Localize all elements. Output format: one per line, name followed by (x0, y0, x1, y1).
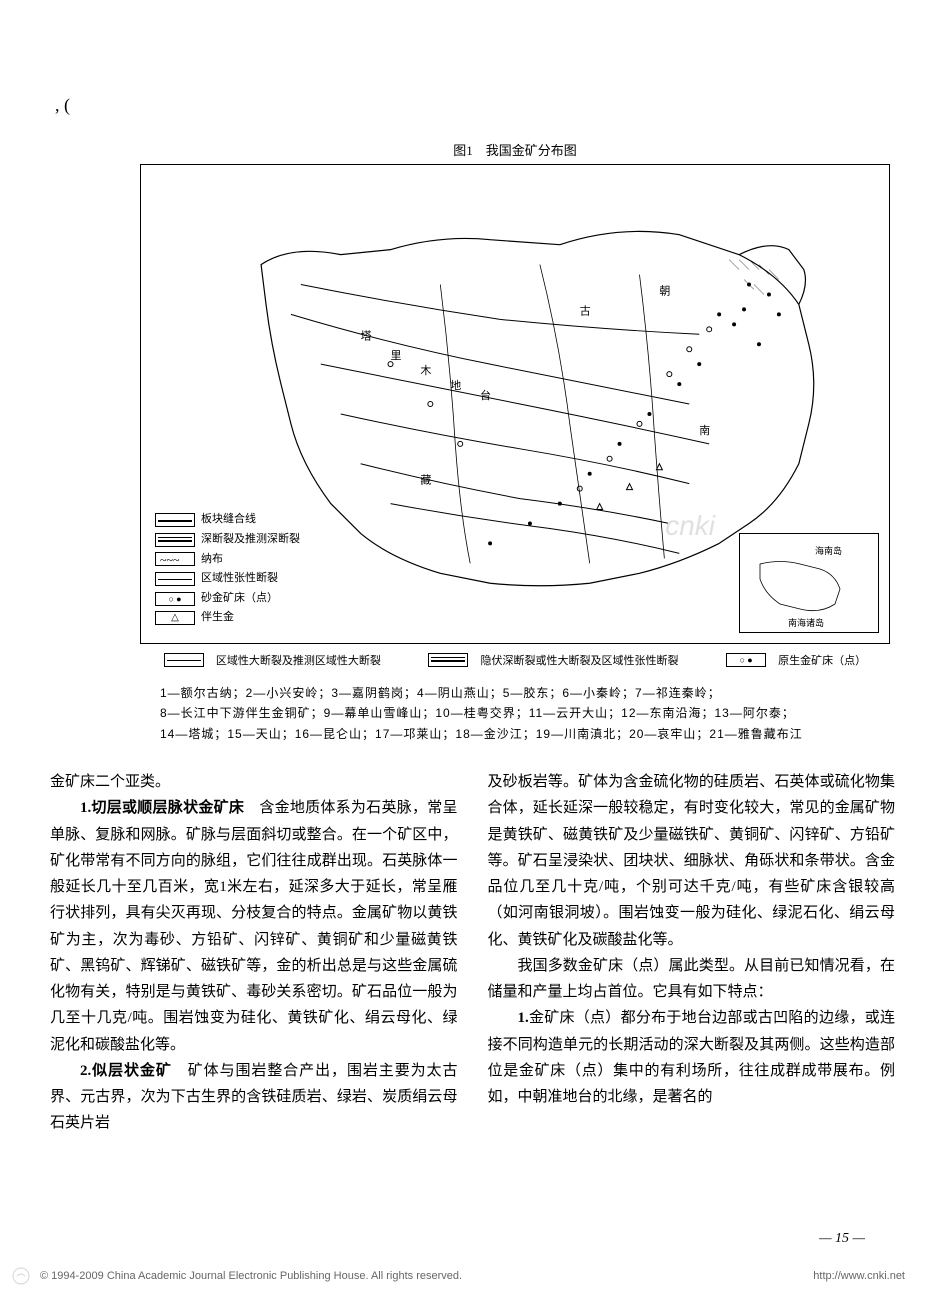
nappe-symbol (155, 552, 195, 566)
deep-fault-symbol (155, 533, 195, 547)
svg-text:藏: 藏 (420, 474, 431, 487)
legend-item: 深断裂及推测深断裂 (155, 531, 300, 549)
svg-text:古: 古 (580, 304, 591, 317)
footer-url: http://www.cnki.net (813, 1270, 905, 1282)
hidden-fault-symbol (428, 653, 468, 667)
legend-item: 区域性张性断裂 (155, 570, 300, 588)
bottom-legend-item: ○ ● 原生金矿床（点） (726, 652, 866, 668)
page-marker: , ( (55, 95, 70, 116)
body-para: 金矿床二个亚类。 (50, 769, 458, 795)
body-para: 1.切层或顺层脉状金矿床 含金地质体系为石英脉，常呈单脉、复脉和网脉。矿脉与层面… (50, 795, 458, 1058)
svg-text:南海诸岛: 南海诸岛 (788, 617, 824, 628)
svg-text:南: 南 (699, 424, 710, 437)
legend-item: △ 伴生金 (155, 609, 300, 627)
gold-deposit-symbol: ○ ● (155, 592, 195, 606)
caption-line: 8—长江中下游伴生金铜矿；9—幕单山雪峰山；10—桂粤交界；11—云开大山；12… (160, 703, 870, 723)
svg-text:台: 台 (480, 388, 491, 402)
legend-item: 板块缝合线 (155, 511, 300, 529)
body-para: 及砂板岩等。矿体为含金硫化物的硅质岩、石英体或硫化物集合体，延长延深一般较稳定，… (488, 769, 896, 953)
bottom-legend-item: 隐伏深断裂或性大断裂及区域性张性断裂 (428, 652, 678, 668)
legend-label: 深断裂及推测深断裂 (201, 531, 300, 549)
primary-gold-symbol: ○ ● (726, 653, 766, 667)
caption-line: 14—塔城；15—天山；16—昆仑山；17—邛莱山；18—金沙江；19—川南滇北… (160, 724, 870, 744)
fault-symbol (164, 653, 204, 667)
legend-item: ○ ● 砂金矿床（点） (155, 590, 300, 608)
legend-label: 伴生金 (201, 609, 234, 627)
para-text: 含金地质体系为石英脉，常呈单脉、复脉和网脉。矿脉与层面斜切或整合。在一个矿区中，… (50, 800, 458, 1052)
body-text: 金矿床二个亚类。 1.切层或顺层脉状金矿床 含金地质体系为石英脉，常呈单脉、复脉… (40, 769, 905, 1137)
figure-title: 图1 我国金矿分布图 (140, 140, 890, 159)
footer-copyright: © 1994-2009 China Academic Journal Elect… (40, 1270, 462, 1282)
para-text: 金矿床（点）都分布于地台边部或古凹陷的边缘，或连接不同构造单元的长期活动的深大断… (488, 1010, 896, 1105)
regional-fault-symbol (155, 572, 195, 586)
page-number: — 15 — (819, 1231, 865, 1247)
caption-line: 1—额尔古纳；2—小兴安岭；3—嘉阴鹤岗；4—阴山燕山；5—胶东；6—小秦岭；7… (160, 683, 870, 703)
svg-text:海南岛: 海南岛 (815, 545, 842, 556)
footer-icon (12, 1267, 30, 1285)
bottom-legend-label: 原生金矿床（点） (778, 652, 866, 668)
map-legend: 板块缝合线 深断裂及推测深断裂 纳布 区域性张性断裂 ○ ● 砂金矿床（点） △… (151, 507, 304, 633)
svg-text:木: 木 (420, 364, 431, 377)
bottom-legend-label: 隐伏深断裂或性大断裂及区域性张性断裂 (480, 652, 678, 668)
svg-text:朝: 朝 (659, 284, 670, 297)
svg-text:里: 里 (391, 349, 402, 362)
svg-text:塔: 塔 (361, 329, 372, 342)
plate-line-symbol (155, 513, 195, 527)
para-heading: 2.似层状金矿 (80, 1063, 172, 1079)
body-para: 1.金矿床（点）都分布于地台边部或古凹陷的边缘，或连接不同构造单元的长期活动的深… (488, 1005, 896, 1110)
body-para: 我国多数金矿床（点）属此类型。从目前已知情况看，在储量和产量上均占首位。它具有如… (488, 953, 896, 1006)
bottom-legend-item: 区域性大断裂及推测区域性大断裂 (164, 652, 381, 668)
bottom-legend-label: 区域性大断裂及推测区域性大断裂 (216, 652, 381, 668)
china-map: 塔 里 木 地 台 古 藏 朝 南 板块缝合线 深断裂及推测深断裂 纳布 (140, 164, 890, 644)
associated-symbol: △ (155, 611, 195, 625)
bottom-legend: 区域性大断裂及推测区域性大断裂 隐伏深断裂或性大断裂及区域性张性断裂 ○ ● 原… (140, 652, 890, 668)
body-para: 2.似层状金矿 矿体与围岩整合产出，围岩主要为太古界、元古界，次为下古生界的含铁… (50, 1058, 458, 1137)
svg-text:地: 地 (450, 379, 461, 392)
para-heading: 1.切层或顺层脉状金矿床 (80, 800, 244, 816)
figure-container: 图1 我国金矿分布图 (140, 140, 890, 744)
legend-label: 砂金矿床（点） (201, 590, 278, 608)
legend-label: 纳布 (201, 551, 223, 569)
legend-item: 纳布 (155, 551, 300, 569)
legend-label: 板块缝合线 (201, 511, 256, 529)
legend-label: 区域性张性断裂 (201, 570, 278, 588)
para-heading: 1. (518, 1010, 529, 1026)
figure-caption: 1—额尔古纳；2—小兴安岭；3—嘉阴鹤岗；4—阴山燕山；5—胶东；6—小秦岭；7… (140, 683, 890, 744)
inset-map: 南海诸岛 海南岛 (739, 533, 879, 633)
